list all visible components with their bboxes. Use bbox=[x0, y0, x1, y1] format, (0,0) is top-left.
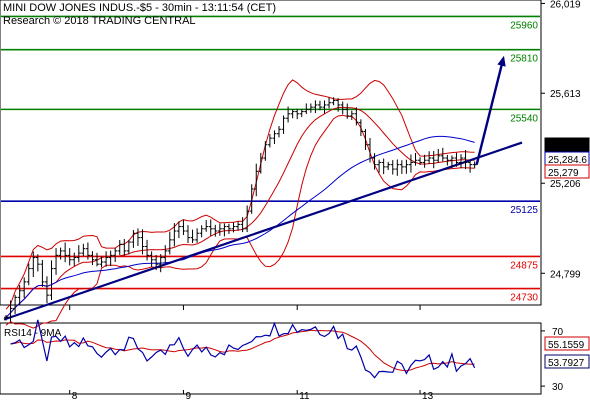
moving-average bbox=[5, 135, 475, 318]
chart-title: MINI DOW JONES INDUS.-$5 - 30min - 13:11… bbox=[3, 2, 277, 14]
level-label-25540: 25540 bbox=[510, 113, 538, 124]
rsi-title: RSI14 - 9MA bbox=[4, 328, 62, 339]
y-tick-label-25,206: 25,206 bbox=[550, 179, 581, 190]
trendline bbox=[3, 141, 523, 321]
chart-copyright: Research © 2018 TRADING CENTRAL bbox=[3, 15, 196, 27]
y-tick-label-24,799: 24,799 bbox=[550, 269, 581, 280]
x-tick-label-9: 9 bbox=[185, 391, 191, 400]
level-label-25125: 25125 bbox=[510, 205, 538, 216]
price-tag-box bbox=[544, 164, 590, 179]
rsi-tag-53.7927: 53.7927 bbox=[548, 358, 585, 369]
bollinger-middle bbox=[5, 106, 475, 318]
price-tag-25,279: 25,279 bbox=[548, 168, 579, 179]
bollinger-upper bbox=[5, 79, 475, 310]
level-label-25960: 25960 bbox=[510, 20, 538, 31]
rsi-tag-box bbox=[544, 336, 590, 351]
x-tick-label-11: 11 bbox=[299, 391, 310, 400]
x-tick-label-8: 8 bbox=[72, 391, 78, 400]
y-tick-label-25,613: 25,613 bbox=[550, 89, 581, 100]
rsi-y-tick-label-30: 30 bbox=[552, 382, 564, 393]
y-tick-label-26,019: 26,019 bbox=[550, 0, 581, 10]
price-tag-box bbox=[544, 137, 590, 152]
rsi-tag-55.1559: 55.1559 bbox=[548, 340, 585, 351]
level-label-24730: 24730 bbox=[510, 293, 538, 304]
price-panel bbox=[0, 0, 542, 306]
rsi-ma-line bbox=[10, 329, 475, 372]
rsi-tag-box bbox=[544, 354, 590, 369]
level-label-24875: 24875 bbox=[510, 260, 538, 271]
x-tick-label-13: 13 bbox=[422, 391, 434, 400]
forecast-arrow bbox=[475, 59, 505, 165]
forecast-arrow-head bbox=[497, 55, 506, 67]
price-tag-25,284.6: 25,284.6 bbox=[548, 155, 587, 166]
rsi-y-tick-label-70: 70 bbox=[552, 327, 564, 338]
price-tag-25,290: 25,290 bbox=[548, 141, 579, 152]
rsi-line bbox=[10, 319, 476, 379]
level-label-25810: 25810 bbox=[510, 54, 538, 65]
